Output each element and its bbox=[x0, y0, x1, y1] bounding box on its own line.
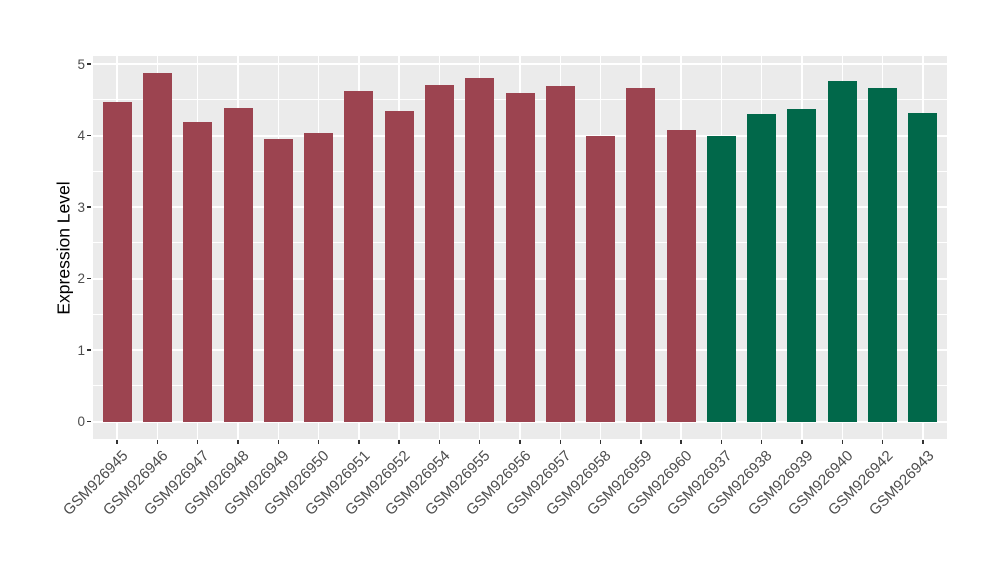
x-tick-mark bbox=[277, 440, 280, 444]
x-tick-mark bbox=[438, 440, 441, 444]
y-tick-label: 1 bbox=[77, 342, 85, 358]
bar-GSM926950 bbox=[304, 133, 334, 422]
x-tick-mark bbox=[599, 440, 602, 444]
bar-GSM926942 bbox=[868, 88, 898, 422]
bar-GSM926946 bbox=[142, 73, 172, 422]
bar-GSM926945 bbox=[102, 102, 132, 422]
x-tick-mark bbox=[881, 440, 884, 444]
x-tick-mark bbox=[196, 440, 199, 444]
x-tick-mark bbox=[237, 440, 239, 444]
bar-GSM926955 bbox=[465, 78, 495, 422]
bar-GSM926937 bbox=[706, 135, 736, 422]
y-tick-mark bbox=[86, 134, 91, 137]
bar-GSM926954 bbox=[424, 84, 454, 422]
x-tick-mark bbox=[680, 440, 682, 444]
x-tick-mark bbox=[156, 440, 159, 444]
bar-GSM926947 bbox=[183, 122, 213, 422]
x-tick-mark bbox=[760, 440, 763, 444]
bar-GSM926938 bbox=[747, 114, 777, 422]
bar-GSM926958 bbox=[586, 135, 616, 422]
bar-GSM926960 bbox=[666, 129, 696, 422]
x-tick-mark bbox=[358, 440, 360, 444]
bar-GSM926948 bbox=[223, 108, 253, 422]
x-tick-mark bbox=[801, 440, 803, 444]
x-tick-mark bbox=[922, 440, 924, 444]
bar-GSM926957 bbox=[545, 86, 575, 422]
y-tick-mark bbox=[86, 420, 91, 423]
x-tick-mark bbox=[559, 440, 562, 444]
x-tick-mark bbox=[519, 440, 521, 444]
bar-GSM926956 bbox=[505, 92, 535, 422]
x-tick-mark bbox=[640, 440, 642, 444]
bar-GSM926939 bbox=[787, 109, 817, 422]
y-tick-label: 3 bbox=[77, 199, 85, 215]
bar-GSM926959 bbox=[626, 88, 656, 422]
y-tick-label: 2 bbox=[77, 271, 85, 287]
bar-GSM926951 bbox=[344, 91, 374, 422]
bar-GSM926940 bbox=[827, 80, 857, 422]
bar-GSM926943 bbox=[908, 113, 938, 422]
y-tick-mark bbox=[86, 349, 91, 351]
y-tick-label: 5 bbox=[77, 56, 85, 72]
y-tick-mark bbox=[86, 206, 91, 208]
bar-GSM926952 bbox=[384, 111, 414, 422]
y-tick-label: 4 bbox=[77, 128, 85, 144]
y-tick-mark bbox=[86, 277, 91, 280]
y-tick-mark bbox=[86, 63, 91, 65]
x-tick-mark bbox=[398, 440, 400, 444]
x-tick-mark bbox=[720, 440, 723, 444]
bar-GSM926949 bbox=[263, 139, 293, 422]
x-tick-mark bbox=[116, 440, 118, 444]
x-tick-mark bbox=[478, 440, 481, 444]
x-tick-mark bbox=[317, 440, 320, 444]
y-tick-label: 0 bbox=[77, 414, 85, 430]
x-tick-mark bbox=[841, 440, 843, 444]
